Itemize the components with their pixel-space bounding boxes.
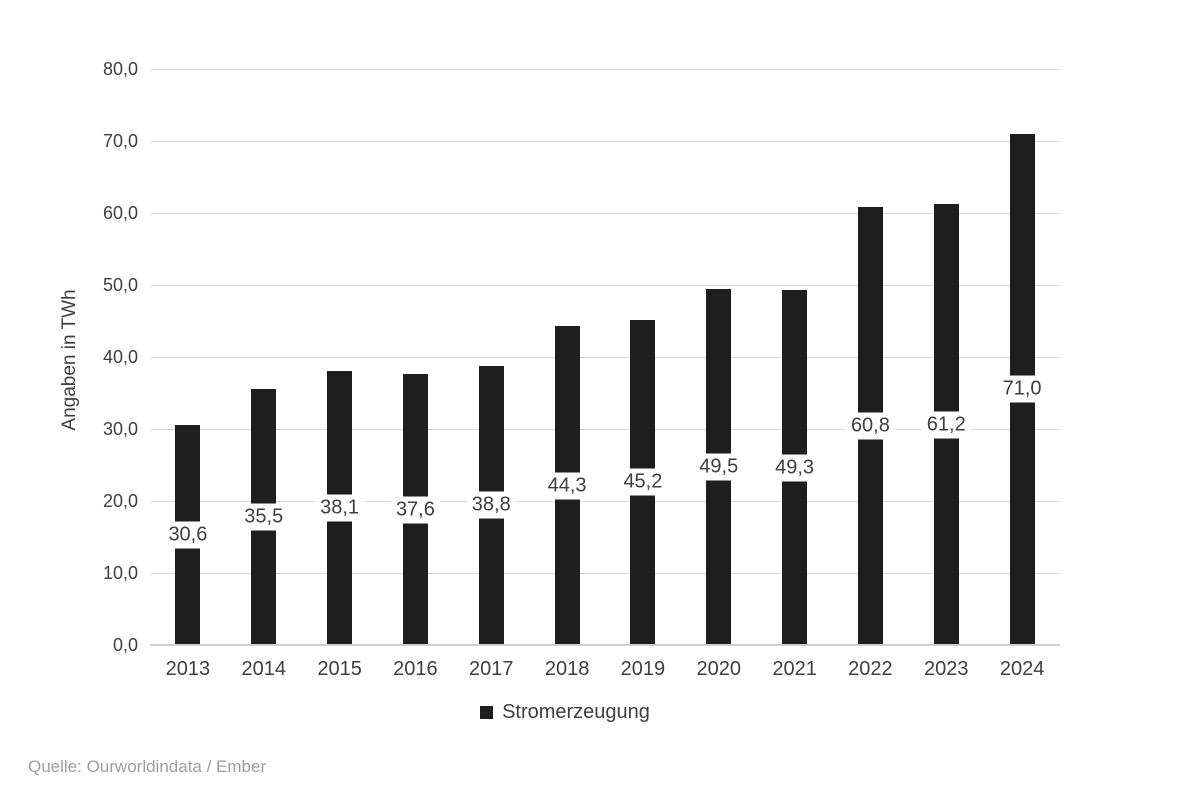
gridline xyxy=(150,141,1060,142)
y-axis-tick-label: 40,0 xyxy=(102,347,138,367)
bar-value-label: 61,2 xyxy=(921,411,971,439)
bar-value-label: 35,5 xyxy=(239,503,289,531)
bar-value-label: 49,3 xyxy=(770,454,820,482)
gridline xyxy=(150,285,1060,286)
bar-value-label: 60,8 xyxy=(845,412,895,440)
y-axis-tick-label: 10,0 xyxy=(102,563,138,583)
x-axis-tick-label: 2021 xyxy=(772,658,817,680)
bar-value-label: 71,0 xyxy=(997,375,1047,403)
x-axis-tick-label: 2015 xyxy=(317,658,362,680)
bar-value-label: 44,3 xyxy=(542,472,592,500)
x-axis-tick-label: 2024 xyxy=(999,658,1045,680)
y-axis-tick-label: 50,0 xyxy=(102,275,138,295)
x-axis-tick-label: 2016 xyxy=(393,658,438,680)
legend-swatch-icon xyxy=(480,706,494,719)
bar-value-label: 38,8 xyxy=(466,491,516,519)
bar-value-label: 30,6 xyxy=(163,521,213,549)
x-axis-tick-label: 2020 xyxy=(696,658,742,680)
y-axis-tick-label: 80,0 xyxy=(102,59,138,79)
y-axis-tick-label: 20,0 xyxy=(102,491,138,511)
bar-value-label: 45,2 xyxy=(618,468,668,496)
y-axis-tick-label: 70,0 xyxy=(102,131,138,151)
x-axis-line xyxy=(150,644,1060,646)
y-axis-tick-label: 30,0 xyxy=(102,419,138,439)
bar-value-label: 37,6 xyxy=(390,496,440,524)
gridline xyxy=(150,501,1060,502)
bar-value-label: 49,5 xyxy=(694,453,744,481)
x-axis-tick-label: 2013 xyxy=(165,658,211,680)
gridline xyxy=(150,573,1060,574)
x-axis-tick-label: 2019 xyxy=(620,658,666,680)
gridline xyxy=(150,69,1060,70)
source-caption: Quelle: Ourworldindata / Ember xyxy=(28,757,267,776)
x-axis-tick-label: 2014 xyxy=(241,658,287,680)
x-axis-tick-label: 2022 xyxy=(848,658,893,680)
legend-label: Stromerzeugung xyxy=(502,701,650,723)
y-axis-tick-label: 60,0 xyxy=(102,203,138,223)
y-axis-tick-label: 0,0 xyxy=(112,635,138,655)
bar-value-label: 38,1 xyxy=(315,494,365,522)
gridline xyxy=(150,357,1060,358)
x-axis-tick-label: 2017 xyxy=(469,658,514,680)
x-axis-tick-label: 2023 xyxy=(924,658,969,680)
x-axis-tick-label: 2018 xyxy=(544,658,590,680)
legend: Stromerzeugung xyxy=(0,701,1130,724)
gridline xyxy=(150,429,1060,430)
gridline xyxy=(150,213,1060,214)
